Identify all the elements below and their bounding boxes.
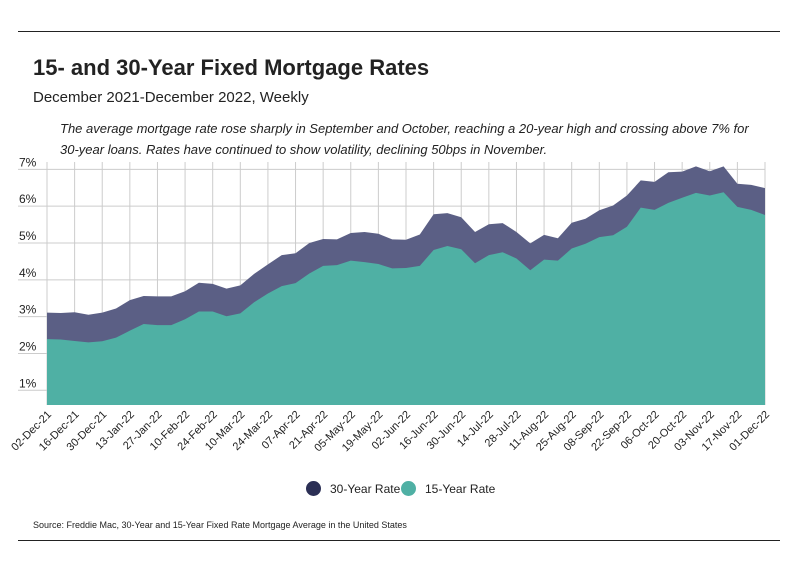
area-15-year-rate — [47, 192, 765, 405]
legend-label-30-year: 30-Year Rate — [330, 481, 401, 496]
legend-swatch-30-year — [306, 481, 321, 496]
legend-label-15-year: 15-Year Rate — [425, 481, 496, 496]
bottom-rule — [18, 540, 780, 541]
y-tick-label: 6% — [19, 192, 37, 206]
legend: 30-Year Rate 15-Year Rate — [0, 481, 801, 501]
y-tick-label: 4% — [19, 266, 37, 280]
legend-item-30-year: 30-Year Rate — [306, 481, 400, 496]
y-tick-label: 7% — [19, 155, 37, 169]
y-tick-label: 3% — [19, 303, 37, 317]
chart-title: 15- and 30-Year Fixed Mortgage Rates — [33, 55, 430, 80]
y-tick-label: 5% — [19, 229, 37, 243]
legend-swatch-15-year — [401, 481, 416, 496]
y-tick-label: 2% — [19, 339, 37, 353]
source-note: Source: Freddie Mac, 30-Year and 15-Year… — [33, 520, 407, 530]
top-rule — [18, 31, 780, 32]
chart-subtitle: December 2021-December 2022, Weekly — [33, 89, 309, 106]
mortgage-rate-chart: 1%2%3%4%5%6%7%02-Dec-2116-Dec-2130-Dec-2… — [9, 155, 772, 454]
y-tick-label: 1% — [19, 376, 37, 390]
chart-annotation: The average mortgage rate rose sharply i… — [60, 121, 749, 157]
legend-item-15-year: 15-Year Rate — [401, 481, 495, 496]
